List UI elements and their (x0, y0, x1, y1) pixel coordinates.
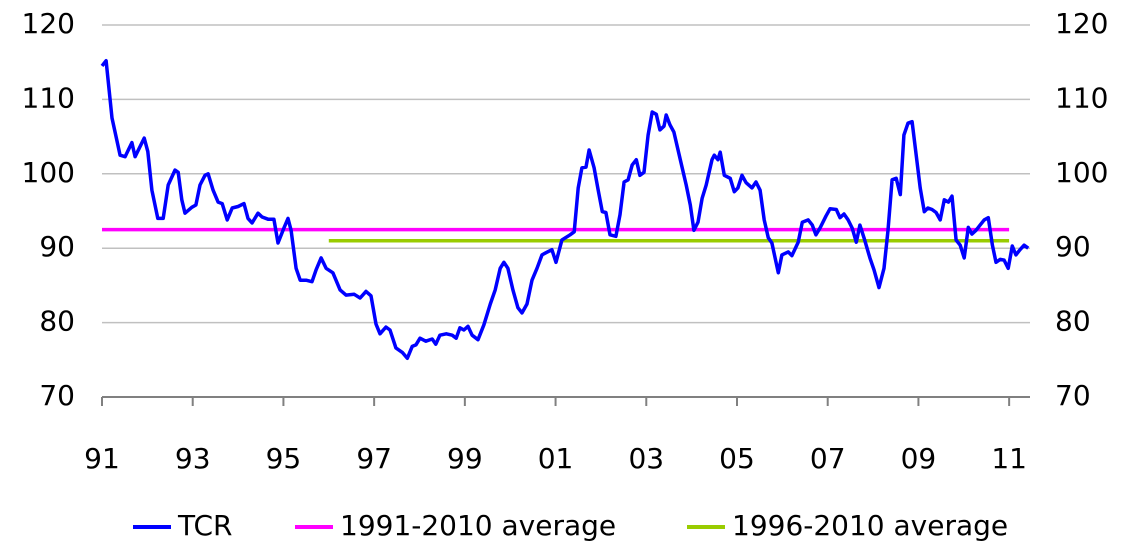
y-tick-label: 110 (22, 81, 75, 114)
x-tick-label: 01 (538, 442, 574, 475)
y-tick-label: 80 (39, 305, 75, 338)
y2-tick-label: 70 (1055, 379, 1091, 412)
legend-label: 1991-2010 average (340, 509, 616, 542)
x-tick-label: 11 (991, 442, 1027, 475)
y-tick-label: 70 (39, 379, 75, 412)
y-tick-label: 120 (22, 7, 75, 40)
y-tick-label: 100 (22, 156, 75, 189)
legend-label: TCR (177, 509, 232, 542)
x-tick-label: 09 (901, 442, 937, 475)
x-tick-label: 97 (356, 442, 392, 475)
x-tick-label: 05 (719, 442, 755, 475)
y2-tick-label: 80 (1055, 305, 1091, 338)
y2-tick-label: 120 (1055, 7, 1108, 40)
legend-label: 1996-2010 average (732, 509, 1008, 542)
y2-tick-label: 90 (1055, 230, 1091, 263)
series-line (100, 58, 1030, 361)
x-tick-label: 93 (175, 442, 211, 475)
x-tick-label: 07 (810, 442, 846, 475)
x-tick-label: 91 (84, 442, 120, 475)
x-tick-label: 03 (628, 442, 664, 475)
y2-tick-label: 110 (1055, 81, 1108, 114)
y2-tick-label: 100 (1055, 156, 1108, 189)
x-tick-label: 99 (447, 442, 483, 475)
x-tick-label: 95 (266, 442, 302, 475)
y-tick-label: 90 (39, 230, 75, 263)
